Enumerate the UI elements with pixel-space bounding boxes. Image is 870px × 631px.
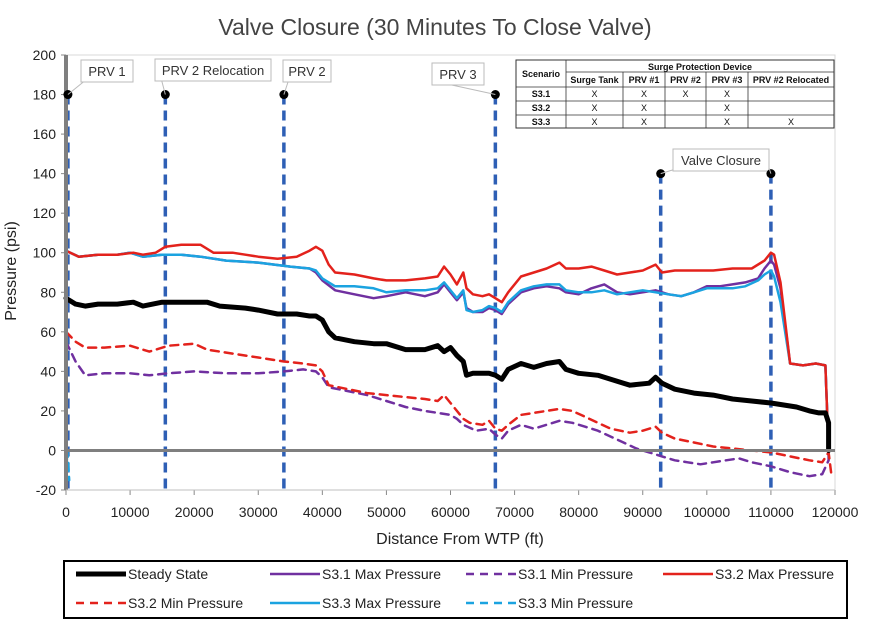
callout-label: PRV 3 [439, 67, 476, 82]
x-tick-label: 100000 [683, 504, 730, 520]
x-tick-label: 40000 [303, 504, 342, 520]
callout-label: PRV 2 Relocation [162, 63, 264, 78]
table-cell: X [724, 117, 730, 127]
legend-label: Steady State [128, 566, 208, 582]
table-scenario-cell: S3.3 [532, 117, 551, 127]
legend-label: S3.1 Min Pressure [518, 566, 633, 582]
chart-title: Valve Closure (30 Minutes To Close Valve… [218, 14, 651, 40]
x-tick-label: 10000 [111, 504, 150, 520]
series-line [64, 340, 830, 478]
legend-label: S3.3 Min Pressure [518, 595, 633, 611]
y-tick-label: 40 [40, 363, 56, 379]
legend-label: S3.2 Min Pressure [128, 595, 243, 611]
legend: Steady State S3.1 Max Pressure S3.1 Min Pr… [63, 560, 848, 619]
table-column-header: PRV #3 [712, 75, 743, 85]
table-cell: X [682, 89, 688, 99]
y-tick-label: 160 [33, 126, 57, 142]
callout-box [672, 148, 770, 172]
table-scenario-header: Scenario [522, 69, 561, 79]
x-axis-label: Distance From WTP (ft) [376, 531, 544, 548]
callout-label: Valve Closure [681, 153, 761, 168]
tick-labels: -20 0 20 40 60 80 100 120 140 160 180 200 0 10000 2000… [33, 47, 859, 520]
y-tick-label: 20 [40, 403, 56, 419]
callout-box [431, 62, 485, 86]
y-tick-label: 60 [40, 324, 56, 340]
legend-label: S3.3 Max Pressure [322, 595, 441, 611]
table-cell: X [591, 103, 597, 113]
table-cell: X [724, 103, 730, 113]
series-line [64, 243, 830, 452]
x-tick-label: 80000 [559, 504, 598, 520]
table-cell: X [591, 117, 597, 127]
x-tick-label: 50000 [367, 504, 406, 520]
x-tick-label: 0 [62, 504, 70, 520]
legend-label: S3.1 Max Pressure [322, 566, 441, 582]
surge-device-table: Surge Protection Device Scenario Surge Tan… [515, 59, 835, 129]
series-line [64, 330, 834, 480]
x-tick-label: 90000 [623, 504, 662, 520]
x-tick-label: 20000 [175, 504, 214, 520]
y-tick-label: 200 [33, 47, 57, 63]
table-cell: X [641, 103, 647, 113]
table-cell: X [788, 117, 794, 127]
annotations: PRV 1 PRV 2 Relocation PRV 2 PRV 3 Valve Clo… [63, 58, 776, 179]
y-tick-label: 100 [33, 245, 57, 261]
table-cell: X [724, 89, 730, 99]
x-tick-label: 120000 [812, 504, 859, 520]
table-scenario-cell: S3.2 [532, 103, 551, 113]
table-frame [515, 59, 835, 129]
series-line [63, 295, 832, 453]
table-scenario-cell: S3.1 [532, 89, 551, 99]
table-cell: X [641, 89, 647, 99]
callout-leader [768, 167, 772, 174]
axes [61, 54, 836, 495]
series-line [64, 249, 830, 452]
legend-label: S3.2 Max Pressure [715, 566, 834, 582]
y-axis-label: Pressure (psi) [3, 221, 20, 321]
y-tick-label: 80 [40, 284, 56, 300]
table-column-header: PRV #2 Relocated [753, 75, 829, 85]
y-tick-label: 180 [33, 87, 57, 103]
series-lines [63, 243, 834, 482]
y-tick-label: 120 [33, 205, 57, 221]
x-tick-label: 30000 [239, 504, 278, 520]
table-header: Surge Protection Device [648, 62, 752, 72]
callout-box [80, 59, 134, 83]
x-tick-label: 60000 [431, 504, 470, 520]
table-column-header: PRV #2 [670, 75, 701, 85]
table-column-header: PRV #1 [629, 75, 660, 85]
table-cell: X [641, 117, 647, 127]
x-tick-label: 110000 [748, 504, 794, 520]
callout-box [282, 59, 332, 83]
table-cell: X [591, 89, 597, 99]
legend-box [63, 560, 848, 619]
callout-label: PRV 2 [288, 64, 325, 79]
y-tick-label: 0 [48, 442, 56, 458]
table-column-header: Surge Tank [570, 75, 619, 85]
x-tick-label: 70000 [495, 504, 534, 520]
y-tick-label: -20 [36, 482, 56, 498]
callout-label: PRV 1 [88, 64, 125, 79]
callout-box [154, 58, 272, 82]
y-tick-label: 140 [33, 166, 57, 182]
